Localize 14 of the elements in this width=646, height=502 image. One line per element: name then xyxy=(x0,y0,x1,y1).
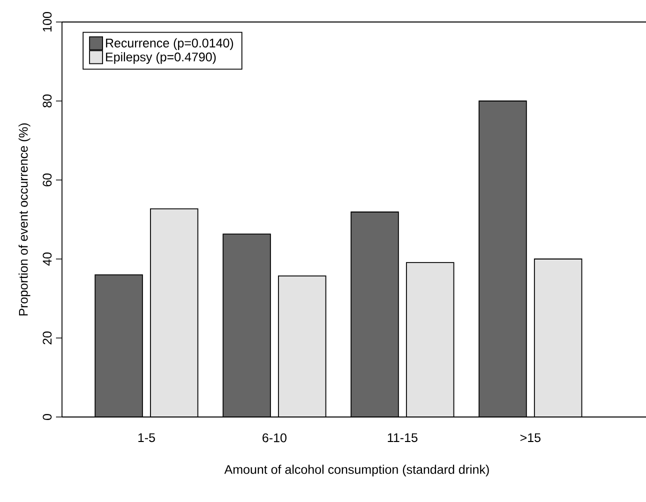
x-tick-label: 11-15 xyxy=(388,433,418,442)
x-tick-label: 1-5 xyxy=(138,433,155,442)
x-tick-label: >15 xyxy=(520,433,540,442)
x-tick-label: 6-10 xyxy=(262,433,286,442)
y-tick-label: 20 xyxy=(42,332,52,344)
y-tick-label: 40 xyxy=(42,252,52,266)
y-tick-label: 0 xyxy=(42,414,52,420)
legend-label: Epilepsy (p=0.4790) xyxy=(106,52,216,64)
y-tick-label: 100 xyxy=(42,12,52,32)
x-axis-title: Amount of alcohol consumption (standard drink) xyxy=(224,464,489,476)
y-tick-label: 60 xyxy=(42,174,52,186)
y-axis-title: Proportion of event occurrence (%) xyxy=(18,123,30,316)
legend-label: Recurrence (p=0.0140) xyxy=(106,38,234,50)
y-tick-label: 80 xyxy=(42,94,52,108)
